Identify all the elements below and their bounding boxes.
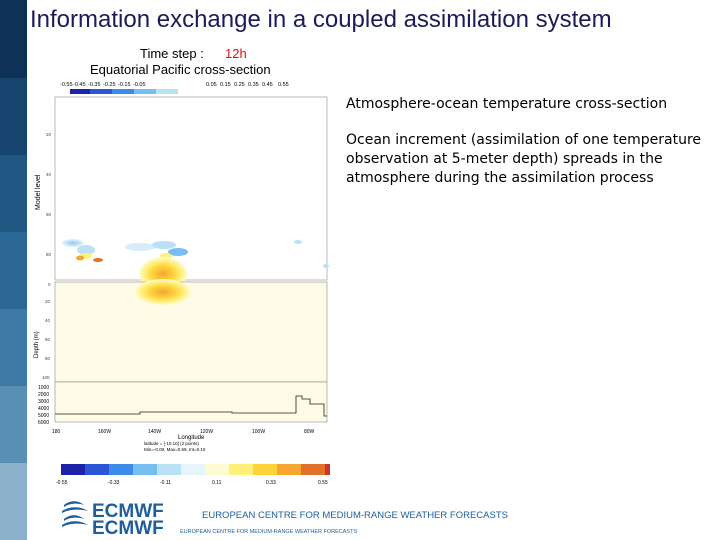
top-scale-label: -0.25 — [103, 82, 116, 88]
side-block — [0, 232, 27, 309]
description-body: Ocean increment (assimilation of one tem… — [346, 132, 702, 186]
top-scale-label: -0.35 — [88, 82, 101, 88]
ocean-ytick: 60 — [45, 337, 51, 342]
atm-ytick: 20 — [46, 132, 52, 137]
bottom-scale-label: 0.55 — [318, 480, 328, 486]
top-scale-label: 0.25 — [234, 82, 245, 88]
side-block — [0, 0, 27, 78]
top-scale-label: -0.15 — [118, 82, 131, 88]
top-scale-labels: -0.55 -0.45 -0.35 -0.25 -0.15 -0.05 0.05… — [60, 82, 289, 88]
deep-ocean-panel — [54, 381, 328, 423]
ecmwf-footer: ECMWF ECMWF EUROPEAN CENTRE FOR MEDIUM-R… — [62, 501, 508, 538]
atmosphere-ylabel: Model level — [35, 174, 42, 210]
side-block — [0, 78, 27, 155]
side-block — [0, 309, 27, 386]
atm-ytick: 80 — [46, 252, 52, 257]
ocean-ylabel: Depth (m) — [34, 331, 40, 358]
top-scale-label: 0.45 — [262, 82, 273, 88]
x-tick: 80W — [304, 429, 315, 435]
atm-ytick: 40 — [46, 172, 52, 177]
ecmwf-logo-text: ECMWF — [92, 501, 164, 522]
x-tick: 160W — [98, 429, 111, 435]
top-scale-label: 0.55 — [278, 82, 289, 88]
top-scale-label: 0.15 — [220, 82, 231, 88]
top-scale-label: -0.55 — [60, 82, 73, 88]
atmosphere-panel — [54, 96, 328, 281]
ecmwf-logo-text-shadow: ECMWF — [92, 518, 164, 538]
stats-line-2: Min=-0.00, Max=0.59, Int=0.10 — [144, 447, 206, 452]
figure-subtitle: Equatorial Pacific cross-section — [90, 62, 271, 77]
organisation-name-small: EUROPEAN CENTRE FOR MEDIUM-RANGE WEATHER… — [180, 529, 357, 535]
ocean-ytick: 100 — [42, 375, 50, 380]
cross-section-figure: Time step : 12h Equatorial Pacific cross… — [28, 42, 334, 488]
side-block — [0, 463, 27, 540]
bottom-scale-labels: -0.55 -0.33 -0.11 0.11 0.33 0.55 — [56, 480, 328, 486]
deep-yticks: 1000 2000 3000 4000 5000 6000 — [38, 385, 49, 426]
top-scale-label: -0.05 — [133, 82, 146, 88]
x-tick-labels: 180 160W 140W 120W 100W 80W — [52, 429, 315, 435]
ocean-yticks: 0 20 40 60 80 100 — [42, 282, 51, 380]
time-step-value: 12h — [225, 46, 247, 61]
description-heading: Atmosphere-ocean temperature cross-secti… — [346, 96, 668, 112]
ocean-ytick: 80 — [45, 356, 51, 361]
ocean-panel — [54, 281, 328, 383]
bottom-scale-label: 0.11 — [212, 480, 222, 486]
deep-ytick: 5000 — [38, 413, 49, 419]
ocean-ytick: 0 — [48, 282, 51, 287]
side-block — [0, 386, 27, 463]
ocean-increment-patch — [135, 279, 191, 305]
atm-ytick: 60 — [46, 212, 52, 217]
side-decoration-strip — [0, 0, 27, 540]
deep-ytick: 2000 — [38, 392, 49, 398]
x-tick: 180 — [52, 429, 61, 435]
time-step-label: Time step : — [140, 46, 204, 61]
side-block — [0, 155, 27, 232]
x-tick: 120W — [200, 429, 213, 435]
top-color-scale — [70, 89, 178, 94]
deep-ytick: 6000 — [38, 420, 49, 426]
x-tick: 140W — [148, 429, 161, 435]
bottom-scale-label: -0.55 — [56, 480, 68, 486]
ocean-ytick: 40 — [45, 318, 51, 323]
x-axis-label: Longitude — [178, 435, 205, 441]
stats-line-1: latitude = [-10.10] (2 points) — [144, 441, 199, 446]
bottom-color-scale — [61, 464, 330, 475]
ecmwf-logo-icon — [62, 501, 88, 527]
slide-title: Information exchange in a coupled assimi… — [30, 6, 612, 33]
description-panel: Atmosphere-ocean temperature cross-secti… — [346, 95, 714, 205]
bottom-scale-label: 0.33 — [266, 480, 276, 486]
deep-ytick: 1000 — [38, 385, 49, 391]
bottom-scale-label: -0.11 — [160, 480, 171, 486]
organisation-name: EUROPEAN CENTRE FOR MEDIUM-RANGE WEATHER… — [202, 510, 508, 521]
bathymetry-line — [55, 395, 327, 417]
deep-ytick: 4000 — [38, 406, 49, 412]
deep-ytick: 3000 — [38, 399, 49, 405]
x-tick: 100W — [252, 429, 265, 435]
atmosphere-yticks: 20 40 60 80 — [46, 132, 52, 257]
ocean-ytick: 20 — [45, 299, 51, 304]
top-scale-label: 0.05 — [206, 82, 217, 88]
top-scale-label: -0.45 — [73, 82, 86, 88]
bottom-scale-label: -0.33 — [108, 480, 120, 486]
top-scale-label: 0.35 — [248, 82, 259, 88]
